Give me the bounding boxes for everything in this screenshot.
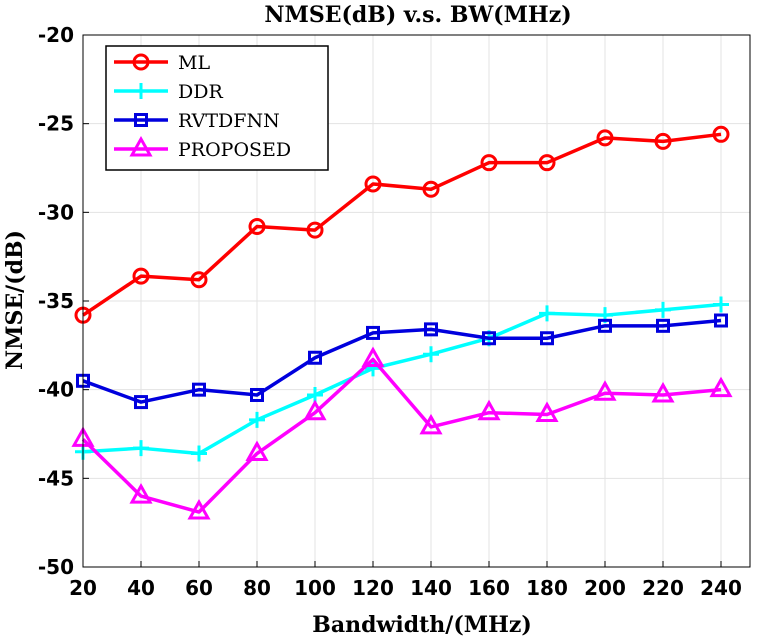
data-point (423, 346, 439, 363)
data-point (593, 380, 617, 401)
data-point (303, 399, 327, 421)
legend-marker (132, 53, 150, 71)
data-point (714, 313, 728, 328)
x-tick-label: 60 (185, 576, 213, 600)
y-tick-label: -30 (38, 200, 74, 224)
y-tick-label: -50 (38, 555, 74, 579)
y-axis-label: NMSE/(dB) (2, 230, 28, 370)
legend-marker (133, 83, 149, 99)
data-point (306, 221, 324, 239)
y-tick-label: -35 (38, 289, 74, 313)
data-point (308, 350, 322, 365)
chart-title: NMSE(dB) v.s. BW(MHz) (264, 2, 571, 28)
data-point (249, 411, 265, 428)
data-point (245, 440, 269, 462)
data-point (482, 331, 496, 346)
data-point (366, 325, 380, 340)
data-point (422, 180, 440, 198)
data-point (187, 498, 211, 520)
y-tick-label: -20 (38, 23, 74, 47)
data-point (250, 387, 264, 402)
x-tick-label: 160 (468, 576, 510, 600)
x-tick-label: 120 (352, 576, 394, 600)
data-point (540, 331, 554, 346)
x-tick-label: 80 (243, 576, 271, 600)
plot-frame (82, 34, 751, 568)
data-point (538, 154, 556, 172)
legend-marker (134, 113, 148, 127)
x-axis-label: Bandwidth/(MHz) (312, 612, 532, 638)
data-point (713, 296, 729, 313)
x-tick-label: 40 (127, 576, 155, 600)
data-point (709, 376, 733, 398)
legend-item: ML (114, 52, 210, 74)
series-line (82, 302, 722, 456)
x-tick-label: 240 (700, 576, 742, 600)
legend-item: PROPOSED (114, 135, 291, 161)
data-point (654, 132, 672, 150)
series-proposed (71, 346, 733, 520)
data-point (424, 322, 438, 337)
legend-label: ML (178, 52, 210, 74)
data-point (480, 154, 498, 172)
y-tick-label: -40 (38, 378, 74, 402)
data-point (535, 401, 559, 422)
data-point (419, 413, 443, 435)
data-point (134, 395, 148, 410)
tick-labels: 20 40 60 80 100 120 140 160 180 200 220 240 -50 -45 -4… (38, 23, 742, 600)
series-layer (71, 125, 733, 520)
series-ddr (75, 296, 729, 462)
series-line (81, 357, 722, 514)
data-point (477, 399, 501, 421)
series-line (82, 318, 722, 404)
data-point (129, 483, 153, 504)
data-point (651, 381, 675, 403)
x-tick-label: 180 (526, 576, 568, 600)
series-rvtdfnn (76, 313, 728, 410)
data-point (655, 301, 671, 318)
data-point (596, 129, 614, 147)
data-point (191, 445, 207, 462)
x-tick-label: 100 (294, 576, 336, 600)
x-tick-label: 200 (584, 576, 626, 600)
data-point (248, 218, 266, 236)
legend-item: RVTDFNN (114, 110, 280, 132)
data-point (364, 175, 382, 193)
x-tick-label: 20 (69, 576, 97, 600)
y-tick-label: -45 (38, 466, 74, 490)
data-point (132, 267, 150, 285)
y-tick-label: -25 (38, 112, 74, 136)
x-tick-label: 140 (410, 576, 452, 600)
data-point (133, 440, 149, 457)
data-point (712, 125, 730, 143)
legend-marker (129, 135, 153, 157)
data-point (598, 318, 612, 333)
data-point (192, 382, 206, 397)
data-point (190, 271, 208, 289)
series-line (82, 132, 722, 317)
data-point (361, 346, 385, 368)
legend-label: PROPOSED (178, 139, 291, 161)
x-tick-label: 220 (642, 576, 684, 600)
legend-label: DDR (178, 81, 223, 103)
data-point (656, 318, 670, 333)
legend-label: RVTDFNN (178, 110, 280, 132)
legend-item: DDR (114, 81, 223, 103)
series-ml (74, 125, 730, 324)
legend: ML DDR RVTDFNN PROPOSED (105, 45, 329, 171)
data-point (539, 305, 555, 322)
